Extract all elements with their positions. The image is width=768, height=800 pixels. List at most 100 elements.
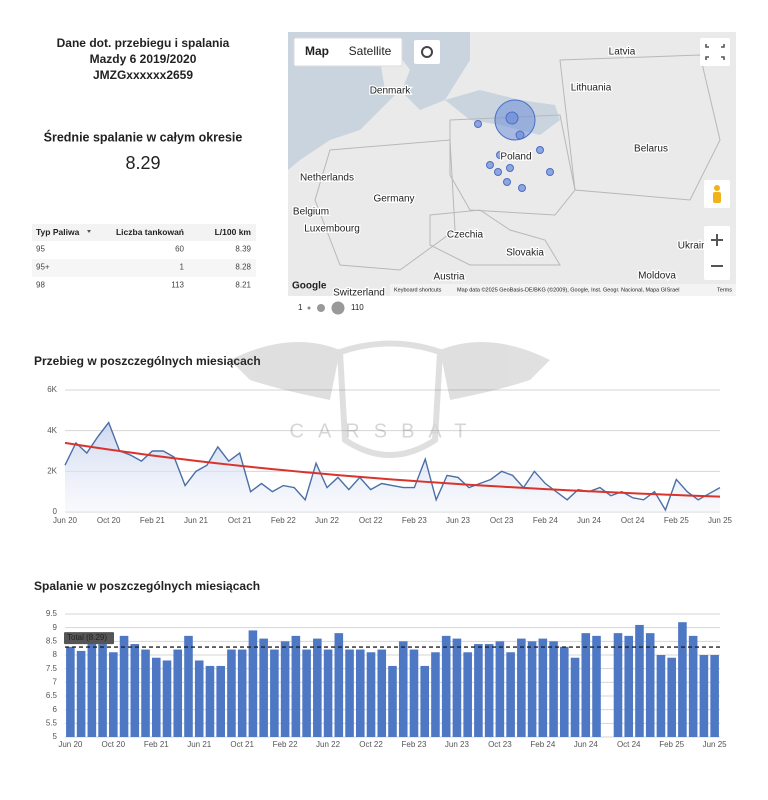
- bar[interactable]: [420, 665, 430, 737]
- bar[interactable]: [560, 646, 569, 737]
- bar[interactable]: [656, 655, 666, 737]
- bar[interactable]: [302, 649, 311, 737]
- sort-indicator[interactable]: [87, 230, 91, 233]
- bar[interactable]: [173, 649, 183, 737]
- y-tick-label: 6K: [47, 385, 57, 394]
- x-tick-label: Feb 22: [273, 740, 298, 749]
- map-attribution[interactable]: Terms: [717, 287, 732, 293]
- x-tick-label: Jun 24: [577, 516, 602, 525]
- map-bubble[interactable]: [505, 111, 519, 125]
- map-bubble[interactable]: [518, 184, 526, 192]
- bar[interactable]: [377, 649, 387, 737]
- map-attribution[interactable]: Keyboard shortcuts: [394, 287, 442, 293]
- bar[interactable]: [688, 635, 698, 737]
- bar[interactable]: [710, 655, 719, 737]
- size-legend: 1: [298, 303, 303, 312]
- bar[interactable]: [248, 630, 258, 737]
- bar[interactable]: [280, 641, 290, 737]
- map-bubble[interactable]: [494, 168, 502, 176]
- map-attribution[interactable]: Map data ©2025 GeoBasis-DE/BKG (©2009), …: [457, 286, 679, 293]
- bar[interactable]: [76, 650, 86, 737]
- map-bubble[interactable]: [515, 130, 525, 140]
- bar[interactable]: [495, 641, 505, 737]
- bar[interactable]: [205, 665, 215, 737]
- map-bubble[interactable]: [506, 164, 514, 172]
- bar[interactable]: [313, 638, 322, 737]
- locate-icon: [421, 46, 433, 58]
- locate-button[interactable]: [414, 40, 440, 64]
- bar[interactable]: [506, 652, 515, 737]
- bar[interactable]: [227, 649, 236, 737]
- x-tick-label: Feb 23: [402, 516, 427, 525]
- bar[interactable]: [355, 649, 365, 737]
- fuel-table: Typ Paliwa Liczba tankowań L/100 km 95 60 8.3…: [32, 224, 256, 290]
- bar[interactable]: [291, 635, 301, 737]
- bar[interactable]: [409, 649, 419, 737]
- bar[interactable]: [484, 644, 494, 737]
- map[interactable]: Latvia Denmark Lithuania Poland Belarus Nethe…: [288, 32, 736, 299]
- bar[interactable]: [323, 649, 333, 737]
- map-bubble[interactable]: [486, 161, 494, 169]
- bar[interactable]: [549, 641, 558, 737]
- bar[interactable]: [699, 655, 709, 737]
- bar[interactable]: [517, 638, 526, 737]
- map-bubble[interactable]: [503, 178, 511, 186]
- map-type-button[interactable]: Satellite: [349, 44, 392, 58]
- bar[interactable]: [592, 635, 601, 737]
- map-bubble[interactable]: [536, 146, 544, 154]
- map-type-button[interactable]: Map: [305, 44, 329, 58]
- bar[interactable]: [366, 652, 376, 737]
- bar[interactable]: [474, 644, 483, 737]
- bar[interactable]: [388, 665, 397, 737]
- bar[interactable]: [624, 635, 634, 737]
- bar[interactable]: [130, 644, 140, 737]
- bar[interactable]: [334, 633, 344, 737]
- bar[interactable]: [194, 660, 204, 737]
- bar[interactable]: [570, 657, 580, 737]
- bar[interactable]: [66, 646, 75, 737]
- table-cell: 8.21: [235, 281, 251, 290]
- x-tick-label: Oct 22: [359, 516, 383, 525]
- summary-value: 8.29: [125, 153, 160, 173]
- bar[interactable]: [645, 633, 655, 737]
- x-tick-label: Jun 21: [184, 516, 209, 525]
- bar[interactable]: [581, 633, 591, 737]
- bar[interactable]: [270, 649, 279, 737]
- bar[interactable]: [259, 638, 268, 737]
- x-tick-label: Feb 21: [144, 740, 169, 749]
- fullscreen-button[interactable]: [700, 38, 730, 66]
- bar[interactable]: [162, 660, 172, 737]
- map-bubble[interactable]: [474, 120, 482, 128]
- x-tick-label: Oct 22: [359, 740, 383, 749]
- bar[interactable]: [398, 641, 408, 737]
- bar[interactable]: [141, 649, 150, 737]
- bar[interactable]: [678, 622, 687, 737]
- trend-line: [64, 441, 721, 498]
- bar[interactable]: [109, 652, 118, 737]
- table-cell: 8.39: [235, 245, 251, 254]
- map-bubble[interactable]: [496, 151, 504, 159]
- bar[interactable]: [216, 665, 225, 737]
- bar[interactable]: [237, 649, 247, 737]
- bar[interactable]: [98, 644, 107, 737]
- bar[interactable]: [87, 641, 97, 737]
- bar[interactable]: [463, 652, 472, 737]
- map-bubble[interactable]: [546, 168, 554, 176]
- map-label: Lithuania: [571, 83, 612, 94]
- bar[interactable]: [538, 638, 548, 737]
- bar[interactable]: [151, 657, 161, 737]
- map-border: [429, 209, 561, 266]
- bar[interactable]: [441, 635, 451, 737]
- bar[interactable]: [635, 624, 644, 737]
- bar[interactable]: [431, 652, 440, 737]
- bar[interactable]: [184, 635, 193, 737]
- zoom-in[interactable]: [711, 234, 723, 246]
- bar[interactable]: [119, 635, 129, 737]
- bar[interactable]: [345, 649, 354, 737]
- size-legend-dot: [307, 306, 311, 310]
- bar[interactable]: [667, 657, 676, 737]
- y-tick-label: 5: [53, 732, 58, 741]
- bar[interactable]: [613, 633, 623, 737]
- bar[interactable]: [452, 638, 462, 737]
- bar[interactable]: [527, 641, 537, 737]
